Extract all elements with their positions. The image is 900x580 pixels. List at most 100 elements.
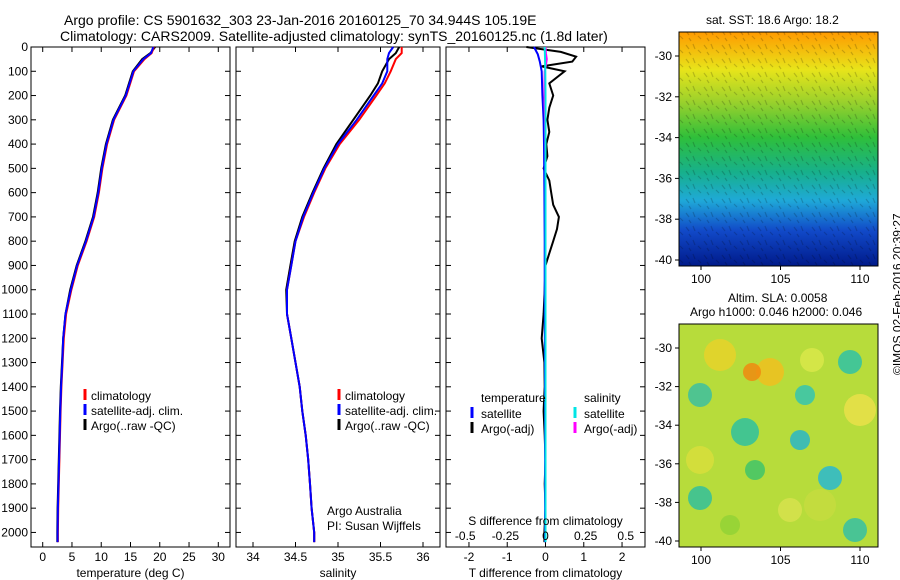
legend-label: Argo(..raw -QC): [91, 419, 176, 433]
x-tick-label: 30: [212, 550, 226, 564]
x-tick-label: 5: [69, 550, 76, 564]
series-line-satellite-adj-clim-: [286, 46, 395, 543]
sla-anomaly-blob: [756, 358, 784, 386]
annotation-text: Argo Australia: [327, 504, 402, 518]
x-tick-label: -1: [502, 550, 513, 564]
x-axis-label: salinity: [320, 566, 357, 580]
y-tick-label: 1300: [1, 356, 28, 370]
x-tick-label: 0: [542, 550, 549, 564]
sla-anomaly-blob: [844, 394, 876, 426]
sla-map-title: Altim. SLA: 0.0058: [728, 291, 828, 305]
sla-anomaly-blob: [743, 363, 761, 381]
series-line-salinity-satellite: [543, 46, 547, 543]
legend-label: satellite: [481, 407, 522, 421]
x-axis-label: temperature (deg C): [76, 566, 184, 580]
sla-anomaly-blob: [778, 498, 802, 522]
y-tick-label: 300: [8, 113, 28, 127]
x-tick-label: 35: [331, 550, 345, 564]
sla-map-subtitle: Argo h1000: 0.046 h2000: 0.046: [690, 305, 863, 319]
sla-anomaly-blob: [745, 460, 765, 480]
x2-axis-label: S difference from climatology: [468, 514, 623, 528]
lon-tick-label: 110: [850, 272, 869, 286]
y-tick-label: 700: [8, 210, 28, 224]
sla-map-frame: [678, 323, 879, 548]
sla-anomaly-blob: [804, 489, 836, 521]
y-tick-label: 100: [8, 64, 28, 78]
sla-anomaly-blob: [688, 486, 712, 510]
y-tick-label: 500: [8, 161, 28, 175]
x2-tick-label: 0.5: [617, 529, 634, 543]
plot-frame: [235, 46, 441, 548]
lat-tick-label: -40: [655, 253, 673, 267]
x-tick-label: 1: [580, 550, 587, 564]
y-tick-label: 1400: [1, 380, 28, 394]
x-tick-label: -2: [464, 550, 475, 564]
plot-frame: [30, 46, 231, 548]
sla-anomaly-blob: [731, 418, 759, 446]
sla-anomaly-blob: [704, 339, 736, 371]
sla-anomaly-blob: [688, 383, 712, 407]
sla-anomaly-blob: [838, 350, 862, 374]
lon-tick-label: 105: [770, 272, 790, 286]
sst-map-title: sat. SST: 18.6 Argo: 18.2: [706, 13, 839, 27]
lat-tick-label: -36: [655, 171, 673, 185]
lat-tick-label: -30: [655, 341, 673, 355]
x-tick-label: 20: [153, 550, 167, 564]
y-tick-label: 400: [8, 137, 28, 151]
y-tick-label: 1900: [1, 501, 28, 515]
lon-tick-label: 100: [691, 272, 711, 286]
x-tick-label: 25: [182, 550, 196, 564]
lat-tick-label: -32: [655, 380, 673, 394]
sst-map: -30 -32 -34 -36 -38 -40 100 105 110: [655, 31, 879, 286]
x-tick-label: 10: [95, 550, 109, 564]
profile-panel-3: -2 -1 0 1 2 T difference from climatology temp…: [445, 46, 646, 580]
y-tick-label: 800: [8, 234, 28, 248]
y-tick-label: 600: [8, 186, 28, 200]
profile-panel-1: 0 5 10 15 20 25 30 temperature (deg C) 0 100 200 30…: [1, 40, 231, 580]
sla-anomaly-blob: [843, 518, 867, 542]
lat-tick-label: -40: [655, 534, 673, 548]
legend-label: satellite: [584, 407, 625, 421]
sla-anomaly-blob: [790, 430, 810, 450]
x-tick-label: 0: [39, 550, 46, 564]
y-tick-label: 1200: [1, 331, 28, 345]
x-tick-label: 15: [124, 550, 138, 564]
sla-anomaly-blob: [818, 466, 842, 490]
y-tick-label: 1500: [1, 404, 28, 418]
y-tick-label: 1100: [2, 307, 28, 321]
profile-title: Argo profile: CS 5901632_303 23-Jan-2016…: [64, 12, 537, 28]
x-axis-label: T difference from climatology: [469, 566, 623, 580]
legend-group-title: temperature: [481, 391, 546, 405]
legend-label: climatology: [91, 389, 151, 403]
profile-panel-2: 34 34.5 35 35.5 36 salinity climatologysatelli…: [235, 46, 441, 580]
y-tick-label: 200: [8, 89, 28, 103]
lon-tick-label: 100: [691, 553, 711, 567]
legend-label: climatology: [345, 389, 405, 403]
lat-tick-label: -30: [655, 49, 673, 63]
x-tick-label: 34: [246, 550, 260, 564]
x2-tick-label: -0.25: [492, 529, 520, 543]
sla-anomaly-blob: [800, 348, 824, 372]
lat-tick-label: -38: [655, 495, 673, 509]
lat-tick-label: -36: [655, 457, 673, 471]
y-tick-label: 900: [8, 258, 28, 272]
lat-tick-label: -34: [655, 418, 673, 432]
lat-tick-label: -32: [655, 90, 673, 104]
y-tick-label: 1600: [1, 428, 28, 442]
legend-label: satellite-adj. clim.: [345, 404, 437, 418]
y-tick-label: 0: [21, 40, 28, 54]
legend-label: Argo(-adj): [481, 422, 534, 436]
legend-label: Argo(-adj): [584, 422, 637, 436]
y-tick-label: 1800: [1, 477, 28, 491]
annotation-text: PI: Susan Wijffels: [327, 519, 421, 533]
climatology-subtitle: Climatology: CARS2009. Satellite-adjuste…: [60, 28, 608, 44]
sla-anomaly-blob: [686, 446, 714, 474]
x-tick-label: 35.5: [369, 550, 393, 564]
lon-tick-label: 110: [850, 553, 869, 567]
series-line-satellite-adj-clim-: [56, 46, 155, 543]
lon-tick-label: 105: [770, 553, 790, 567]
x2-tick-label: -0.5: [455, 529, 476, 543]
sla-anomaly-blob: [720, 515, 740, 535]
lat-tick-label: -38: [655, 212, 673, 226]
